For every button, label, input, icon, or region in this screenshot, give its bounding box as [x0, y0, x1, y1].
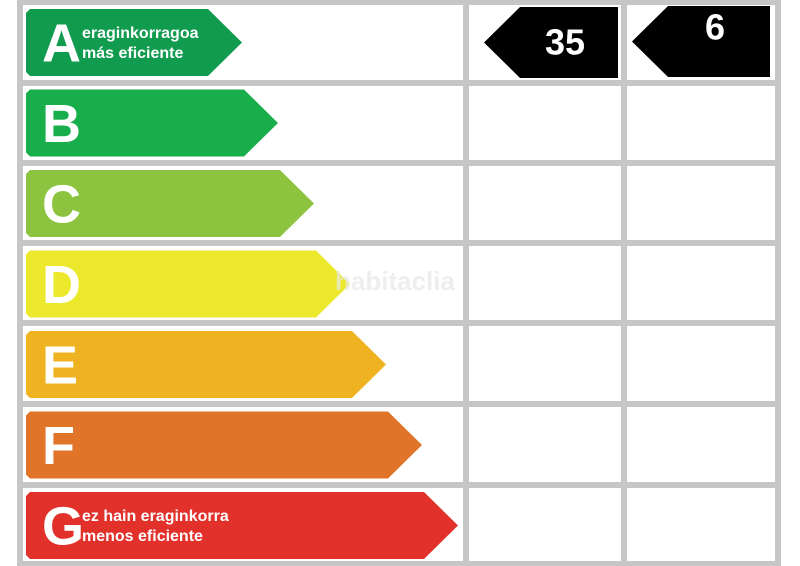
grid-line: [621, 0, 627, 566]
class-arrow: [26, 331, 386, 398]
class-letter: G: [42, 497, 84, 557]
class-letter: D: [42, 255, 81, 315]
grid-line: [17, 0, 23, 566]
watermark: habitaclia: [335, 266, 455, 296]
class-caption: más eficiente: [82, 45, 183, 62]
grid-line: [775, 0, 781, 566]
grid-line: [463, 0, 469, 566]
class-letter: E: [42, 336, 78, 396]
class-arrow: [26, 250, 350, 318]
class-arrow: [26, 492, 458, 559]
rating-value: 6: [705, 7, 725, 48]
class-arrow: [26, 9, 242, 76]
class-arrow: [26, 170, 314, 237]
class-caption: menos eficiente: [82, 528, 203, 545]
class-arrow: [26, 89, 278, 157]
rating-arrow: [484, 7, 618, 78]
grid-line: [17, 561, 781, 566]
class-arrow: [26, 411, 422, 479]
rating-value: 35: [545, 22, 585, 63]
grid-line: [17, 401, 781, 407]
class-caption: ez hain eraginkorra: [82, 508, 229, 525]
grid-line: [17, 482, 781, 488]
grid-line: [17, 240, 781, 246]
class-caption: eraginkorragoa: [82, 25, 199, 42]
grid-line: [17, 80, 781, 86]
grid-line: [17, 320, 781, 326]
grid-line: [17, 0, 781, 5]
class-letter: B: [42, 94, 81, 154]
rating-arrow: [632, 6, 770, 77]
class-letter: C: [42, 175, 81, 235]
grid-line: [17, 160, 781, 166]
class-letter: A: [42, 14, 81, 74]
class-letter: F: [42, 416, 75, 476]
